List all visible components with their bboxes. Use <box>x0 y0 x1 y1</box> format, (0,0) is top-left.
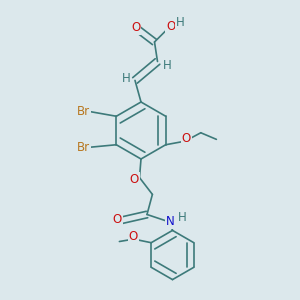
Text: H: H <box>176 16 185 29</box>
Text: O: O <box>166 20 175 33</box>
Text: O: O <box>182 132 191 145</box>
Text: Br: Br <box>76 141 90 154</box>
Text: N: N <box>166 215 175 228</box>
Text: O: O <box>112 213 122 226</box>
Text: Br: Br <box>76 105 90 118</box>
Text: O: O <box>129 230 138 243</box>
Text: H: H <box>163 58 172 72</box>
Text: O: O <box>130 173 139 186</box>
Text: H: H <box>178 211 187 224</box>
Text: O: O <box>131 21 140 34</box>
Text: H: H <box>122 71 130 85</box>
